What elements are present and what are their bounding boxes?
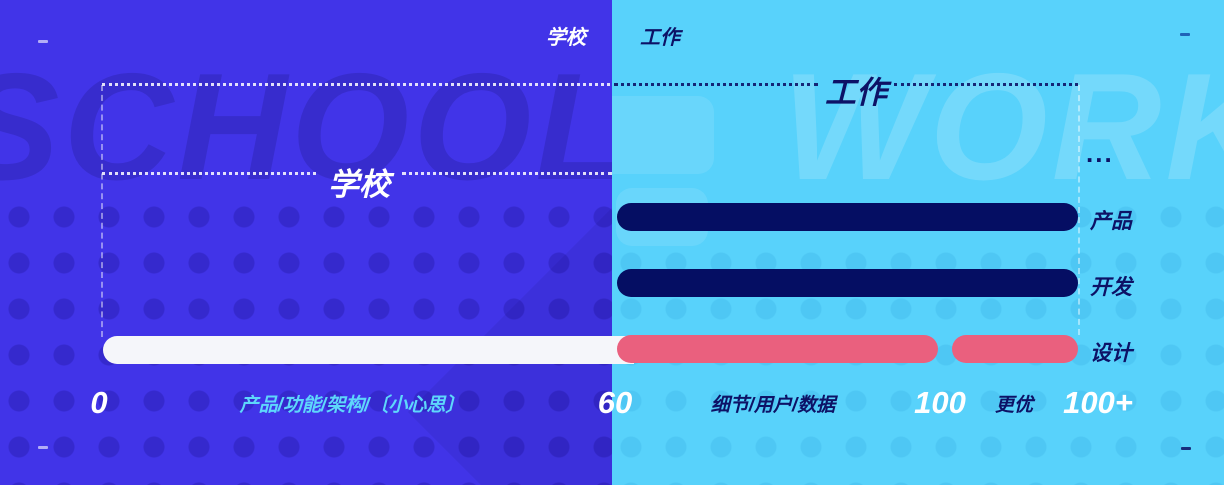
- work-zone-annotation: 细节/用户/数据: [710, 395, 836, 416]
- right-axis-dashed-line: [1078, 85, 1080, 335]
- school-tab-label: 学校: [546, 27, 586, 49]
- corner-dash-bottom-right: [1181, 447, 1191, 450]
- corner-dash-top-right: [1180, 33, 1190, 36]
- school-watermark-text: SCHOOL: [0, 42, 612, 212]
- top-guide-dotted-line-right-a: [614, 83, 818, 86]
- development-bar: [617, 269, 1078, 297]
- school-section-title: 学校: [328, 167, 390, 202]
- row-label-design: 设计: [1090, 342, 1132, 365]
- top-guide-dotted-line-right-b: [894, 83, 1078, 86]
- product-bar: [617, 203, 1078, 231]
- work-watermark-text: WORK: [782, 42, 1224, 212]
- row-label-product: 产品: [1090, 210, 1132, 233]
- left-axis-dashed-line: [101, 85, 103, 337]
- axis-tick-100-plus: 100+: [1063, 385, 1133, 420]
- axis-tick-0: 0: [90, 385, 108, 420]
- corner-dash-bottom-left: [38, 446, 48, 449]
- row-label-development: 开发: [1090, 276, 1132, 299]
- more-rows-ellipsis: ...: [1086, 138, 1114, 168]
- axis-tick-100: 100: [914, 385, 966, 420]
- school-guide-dotted-line-a: [102, 172, 316, 175]
- work-section-title: 工作: [825, 75, 887, 110]
- work-panel: WORK: [612, 0, 1224, 485]
- design-bar-work-segment: [617, 335, 938, 363]
- work-tab-label: 工作: [640, 27, 680, 49]
- school-guide-dotted-line-b: [402, 172, 612, 175]
- decorative-rect-shape: [612, 96, 714, 174]
- design-bar-better-segment: [952, 335, 1078, 363]
- better-zone-label: 更优: [994, 395, 1033, 416]
- corner-dash-top-left: [38, 40, 48, 43]
- school-zone-annotation: 产品/功能/架构/〔小心思〕: [239, 395, 465, 416]
- top-guide-dotted-line-left: [102, 83, 610, 86]
- axis-tick-60: 60: [597, 385, 633, 420]
- design-bar-school-segment: [103, 336, 634, 364]
